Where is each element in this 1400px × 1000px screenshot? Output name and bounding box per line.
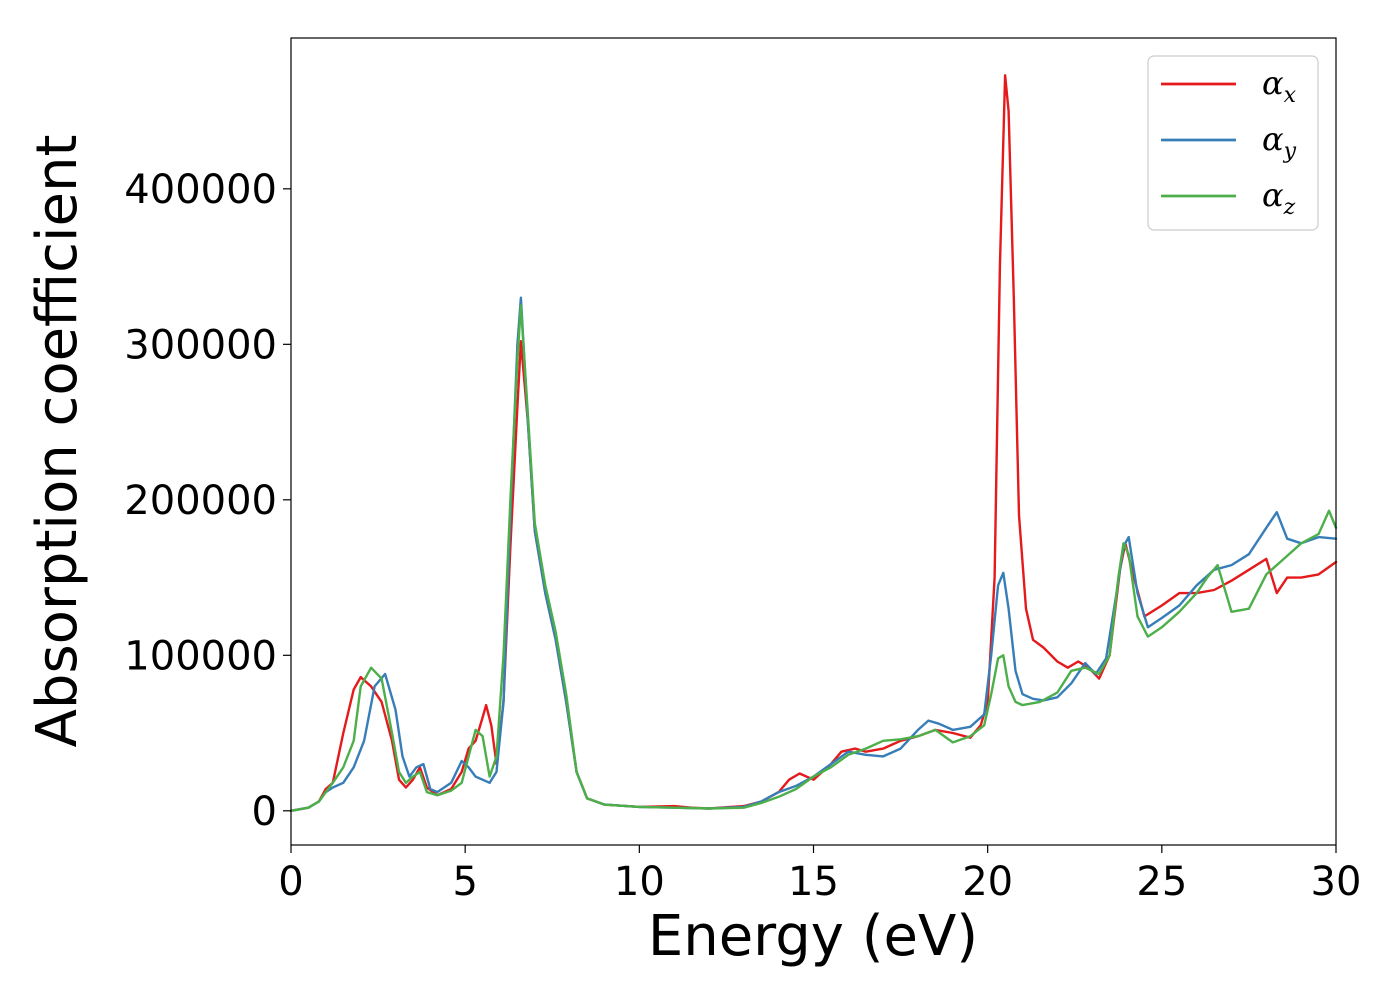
legend-label-x: αx — [1262, 64, 1297, 108]
x-tick-label: 25 — [1136, 859, 1187, 905]
legend-box — [1147, 55, 1319, 231]
legend-label-y: αy — [1262, 120, 1297, 164]
y-tick-label: 0 — [252, 789, 277, 835]
series-line-z — [289, 304, 1338, 812]
y-axis-title: Absorption coefficient — [25, 135, 90, 748]
x-axis-title: Energy (eV) — [648, 904, 978, 969]
legend: αx αy αz — [1147, 55, 1319, 231]
x-tick-label: 0 — [278, 859, 303, 905]
x-tick-label: 15 — [788, 859, 839, 905]
y-tick-label: 200000 — [124, 478, 277, 524]
x-tick-label: 30 — [1311, 859, 1362, 905]
series-layer — [289, 74, 1338, 812]
x-tick-label: 5 — [452, 859, 477, 905]
x-tick-label: 20 — [962, 859, 1013, 905]
x-axis: 0 5 10 15 20 25 30 — [278, 845, 1361, 905]
series-line-y — [289, 296, 1338, 812]
x-tick-label: 10 — [614, 859, 665, 905]
y-tick-label: 400000 — [124, 167, 277, 213]
legend-label-z: αz — [1262, 176, 1296, 220]
y-tick-label: 100000 — [124, 633, 277, 679]
y-tick-label: 300000 — [124, 322, 277, 368]
y-axis: 0 100000 200000 300000 400000 — [124, 167, 291, 835]
